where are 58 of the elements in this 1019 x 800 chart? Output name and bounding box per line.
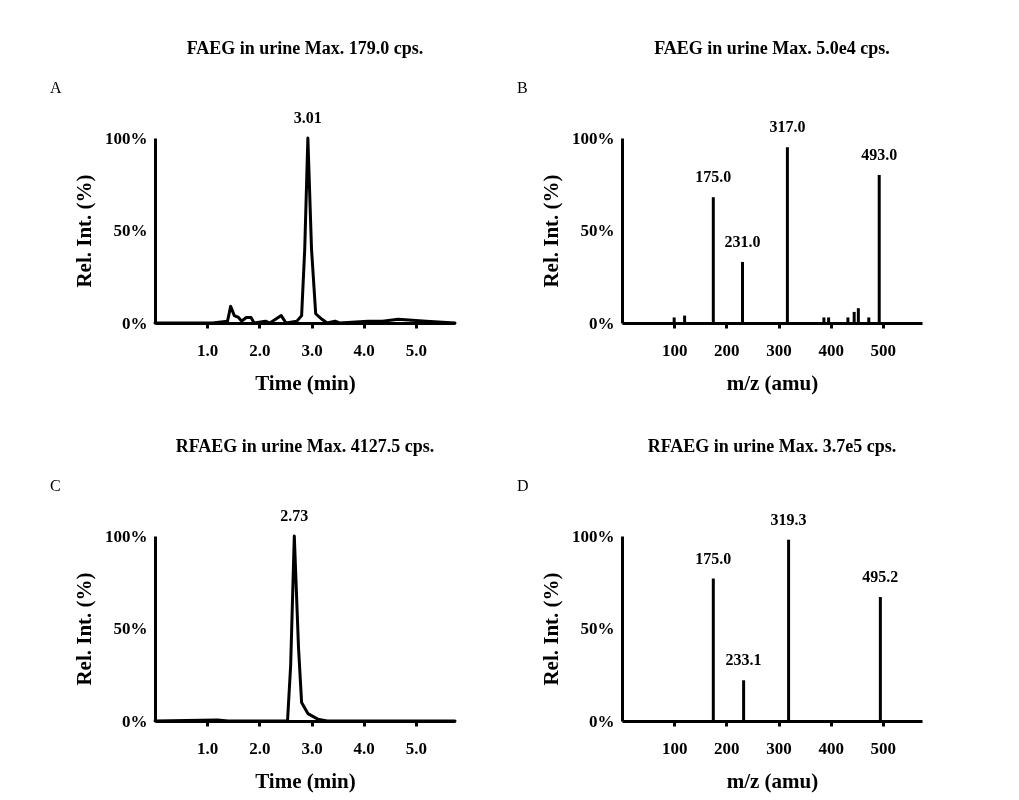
x-axis-title: Time (min)	[255, 370, 356, 395]
text: C	[50, 477, 61, 494]
annotation: 317.0	[769, 118, 806, 136]
annotation: 175.0	[695, 549, 732, 567]
annotation: 175.0	[695, 168, 732, 186]
x-tick-label: 400	[818, 738, 844, 758]
x-tick-label: 500	[870, 340, 897, 360]
annotation: 495.2	[862, 568, 899, 586]
y-tick-label: 0%	[589, 313, 615, 333]
x-tick-label: 3.0	[301, 340, 323, 360]
y-tick-label: 50%	[113, 619, 148, 638]
chart-title: FAEG in urine Max. 179.0 cps.	[186, 38, 424, 58]
chart-title: RFAEG in urine Max. 3.7e5 cps.	[647, 436, 897, 456]
y-tick-label: 100%	[572, 128, 615, 148]
x-tick-label: 100	[661, 340, 688, 360]
chart-title: FAEG in urine Max. 5.0e4 cps.	[654, 38, 890, 58]
x-tick-label: 5.0	[405, 738, 427, 758]
y-tick-label: 0%	[122, 313, 148, 333]
text: B	[517, 79, 528, 96]
x-tick-label: 3.0	[301, 738, 323, 758]
annotation: 493.0	[861, 146, 898, 163]
x-axis-title: m/z (amu)	[726, 768, 819, 793]
y-tick-label: 0%	[122, 711, 148, 731]
text: A	[50, 79, 62, 96]
x-tick-label: 4.0	[353, 340, 375, 360]
x-tick-label: 500	[870, 738, 897, 758]
x-tick-label: 2.0	[249, 738, 271, 758]
annotation: 3.01	[293, 109, 322, 126]
x-tick-label: 2.0	[249, 340, 271, 360]
y-tick-label: 50%	[580, 619, 615, 638]
x-tick-label: 1.0	[197, 340, 219, 360]
annotation: 319.3	[770, 510, 807, 528]
y-tick-label: 100%	[105, 128, 148, 148]
y-axis-title: Rel. Int. (%)	[72, 174, 96, 288]
annotation: 2.73	[280, 507, 309, 524]
x-tick-label: 1.0	[197, 738, 219, 758]
x-tick-label: 300	[766, 738, 792, 758]
annotation: 231.0	[724, 232, 761, 250]
y-tick-label: 50%	[580, 221, 615, 240]
y-tick-label: 100%	[572, 526, 615, 546]
x-tick-label: 300	[766, 340, 792, 360]
x-tick-label: 400	[818, 340, 844, 360]
y-axis-title: Rel. Int. (%)	[539, 572, 563, 686]
y-axis-title: Rel. Int. (%)	[72, 572, 96, 686]
y-tick-label: 0%	[589, 711, 615, 731]
x-axis-title: Time (min)	[255, 768, 356, 793]
chart-title: RFAEG in urine Max. 4127.5 cps.	[175, 436, 435, 456]
x-tick-label: 100	[661, 738, 688, 758]
x-axis-title: m/z (amu)	[726, 370, 819, 395]
y-axis-title: Rel. Int. (%)	[539, 174, 563, 288]
x-tick-label: 200	[714, 340, 740, 360]
y-tick-label: 100%	[105, 526, 148, 546]
x-tick-label: 5.0	[405, 340, 427, 360]
x-tick-label: 4.0	[353, 738, 375, 758]
x-tick-label: 200	[714, 738, 740, 758]
y-tick-label: 50%	[113, 221, 148, 240]
annotation: 233.1	[725, 651, 762, 669]
text: D	[517, 477, 529, 494]
